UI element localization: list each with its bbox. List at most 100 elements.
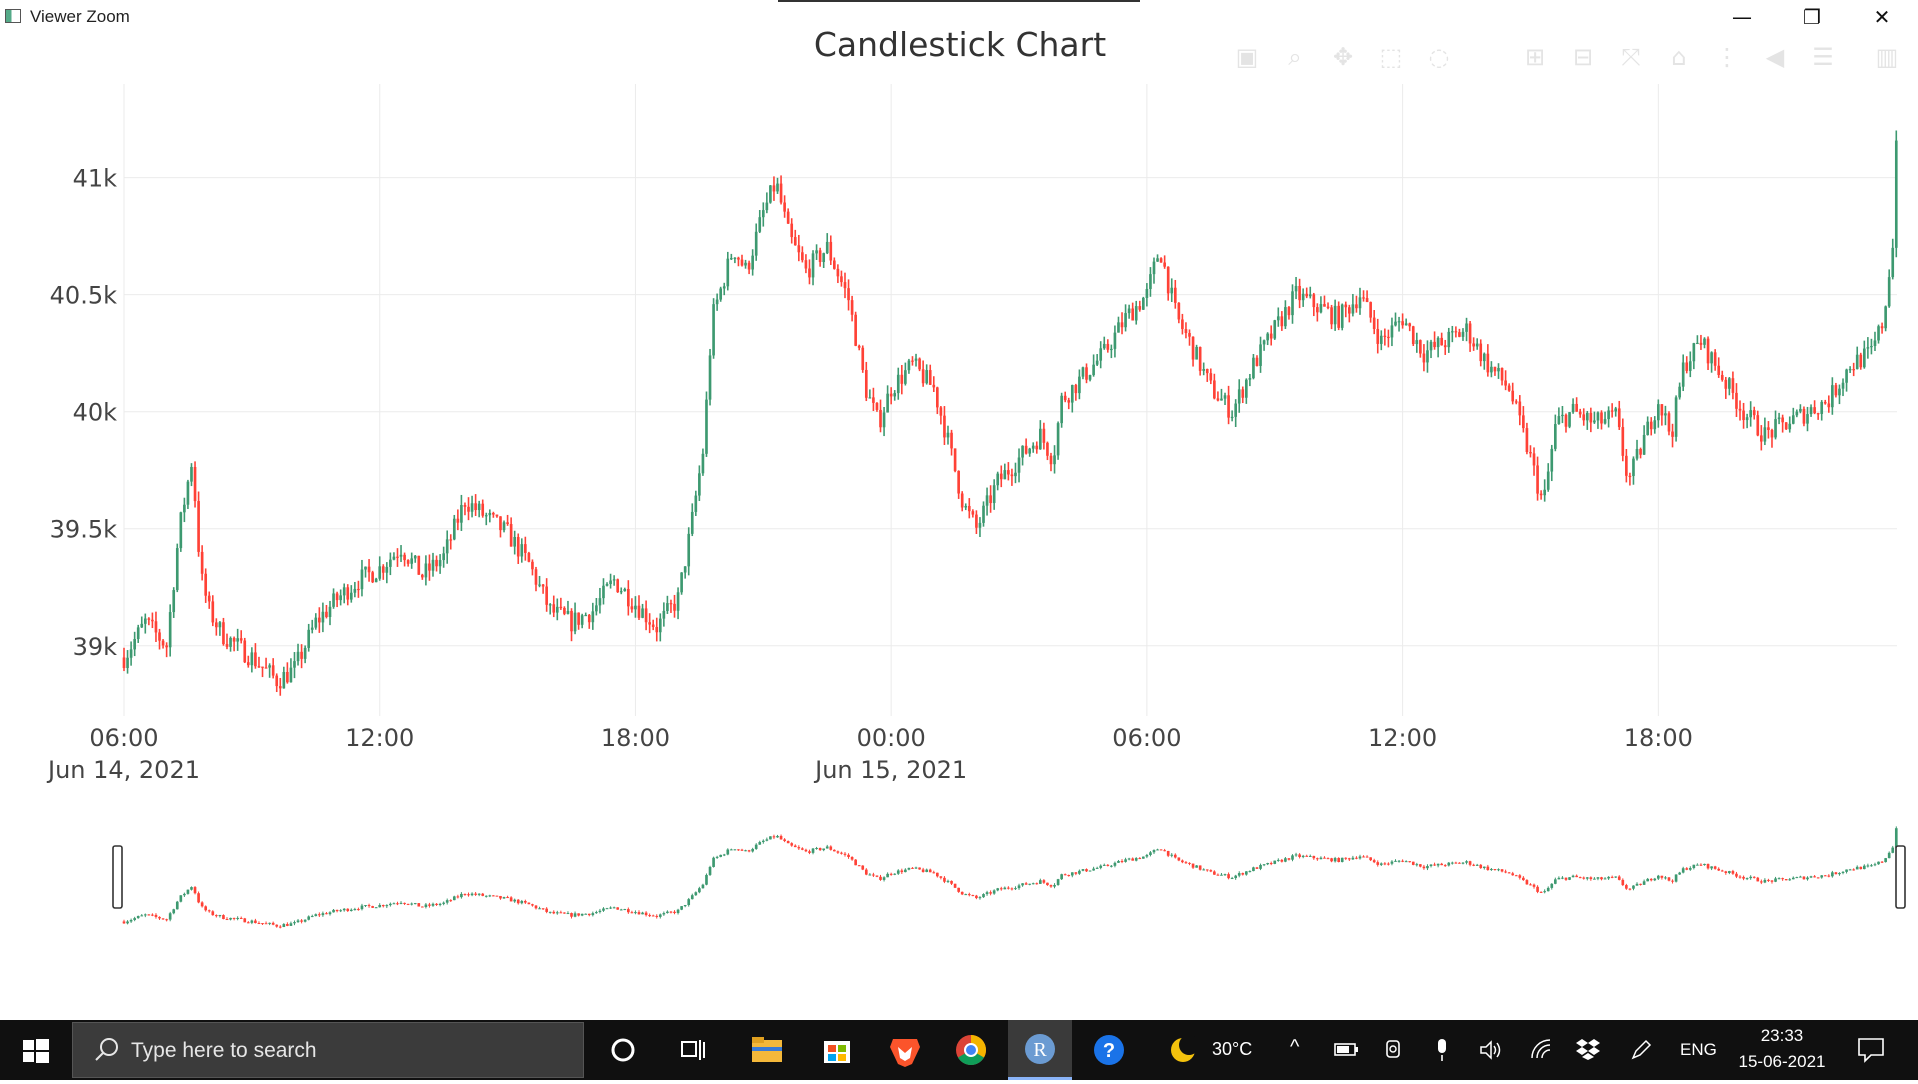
candle[interactable]	[889, 387, 893, 405]
candle[interactable]	[978, 517, 982, 538]
candle[interactable]	[1454, 326, 1458, 338]
candle[interactable]	[872, 387, 875, 411]
candle[interactable]	[964, 503, 968, 511]
candle[interactable]	[318, 607, 321, 633]
candle[interactable]	[1532, 447, 1536, 476]
candle[interactable]	[726, 251, 730, 291]
candle[interactable]	[1625, 449, 1628, 483]
candle[interactable]	[1571, 398, 1575, 414]
candle[interactable]	[158, 628, 161, 650]
candle[interactable]	[278, 677, 282, 696]
candle[interactable]	[683, 566, 687, 579]
candle[interactable]	[1010, 468, 1014, 486]
candle[interactable]	[1074, 383, 1078, 401]
candle[interactable]	[1799, 404, 1802, 414]
candle[interactable]	[1252, 353, 1255, 380]
candle[interactable]	[1891, 238, 1895, 280]
candle[interactable]	[1007, 462, 1010, 481]
candle[interactable]	[744, 259, 747, 269]
candle[interactable]	[1117, 316, 1120, 333]
candle[interactable]	[705, 391, 708, 457]
candle[interactable]	[754, 223, 758, 261]
minimize-button[interactable]: —	[1732, 5, 1752, 29]
candle[interactable]	[1688, 351, 1692, 378]
plotly-logo-icon[interactable]: ▥	[1875, 43, 1899, 71]
candle[interactable]	[1149, 267, 1152, 297]
candle[interactable]	[168, 604, 172, 657]
candle[interactable]	[960, 491, 964, 512]
candle[interactable]	[1280, 311, 1284, 331]
candle[interactable]	[399, 545, 403, 563]
candle[interactable]	[506, 514, 509, 526]
candle[interactable]	[1461, 328, 1465, 341]
candle[interactable]	[1724, 376, 1728, 399]
zoom-icon[interactable]: ⌕	[1288, 43, 1302, 71]
chrome-button[interactable]	[940, 1020, 1002, 1080]
candle[interactable]	[1500, 367, 1504, 386]
candle[interactable]	[1671, 423, 1674, 448]
candle[interactable]	[1518, 395, 1522, 426]
candle[interactable]	[911, 356, 914, 366]
wifi-icon[interactable]	[1528, 1038, 1554, 1062]
candle[interactable]	[1511, 382, 1515, 405]
candle[interactable]	[1859, 352, 1863, 370]
candle[interactable]	[133, 631, 136, 657]
candle[interactable]	[1823, 399, 1827, 405]
candle[interactable]	[1646, 416, 1650, 436]
candle[interactable]	[1134, 300, 1138, 325]
candle[interactable]	[1220, 388, 1223, 401]
candle[interactable]	[1735, 383, 1738, 417]
candle[interactable]	[1262, 339, 1266, 351]
candle[interactable]	[264, 657, 268, 669]
candle[interactable]	[1561, 406, 1564, 424]
candle[interactable]	[932, 376, 936, 392]
candle[interactable]	[1855, 346, 1859, 370]
start-button[interactable]	[0, 1020, 70, 1080]
candle[interactable]	[566, 600, 570, 615]
candle[interactable]	[246, 655, 250, 668]
candle[interactable]	[1568, 412, 1571, 429]
candle[interactable]	[1110, 344, 1113, 359]
candle[interactable]	[1809, 404, 1813, 417]
candle[interactable]	[921, 360, 925, 387]
candle[interactable]	[541, 583, 545, 594]
candle[interactable]	[896, 367, 900, 400]
candle[interactable]	[417, 555, 421, 575]
candle[interactable]	[1791, 407, 1795, 425]
range-slider-left-handle[interactable]	[112, 845, 123, 909]
candle[interactable]	[381, 564, 385, 580]
candle[interactable]	[502, 520, 506, 533]
candle[interactable]	[1330, 304, 1333, 330]
candle[interactable]	[694, 490, 698, 517]
taskbar-search-box[interactable]: Type here to search	[72, 1022, 584, 1078]
candle[interactable]	[282, 666, 286, 689]
candle[interactable]	[1713, 349, 1717, 371]
autoscale-icon[interactable]: ⤧	[1621, 43, 1641, 71]
candle[interactable]	[1205, 368, 1209, 382]
candle[interactable]	[1284, 300, 1287, 330]
candle[interactable]	[570, 608, 573, 642]
candle[interactable]	[1017, 448, 1021, 483]
candle[interactable]	[1678, 382, 1681, 400]
candle[interactable]	[1127, 304, 1131, 319]
candle[interactable]	[1699, 334, 1703, 350]
candle[interactable]	[559, 597, 563, 610]
candle[interactable]	[1152, 257, 1156, 284]
candle[interactable]	[1106, 339, 1110, 353]
candle[interactable]	[953, 448, 957, 473]
candle[interactable]	[651, 619, 655, 631]
candlestick-chart[interactable]: Candlestick Chart 39k 39.5k 40k 40.5k 41k 06…	[0, 0, 1918, 1020]
candle[interactable]	[1557, 407, 1561, 425]
candle[interactable]	[861, 345, 865, 373]
candle[interactable]	[1053, 445, 1056, 474]
candle[interactable]	[619, 587, 623, 595]
candle[interactable]	[822, 252, 826, 268]
candle[interactable]	[1887, 269, 1891, 308]
range-slider-right-handle[interactable]	[1895, 845, 1906, 909]
hover-closest-icon[interactable]: ◀	[1765, 43, 1785, 71]
candle[interactable]	[1163, 255, 1166, 269]
candle[interactable]	[1870, 338, 1873, 355]
candle[interactable]	[1120, 312, 1124, 335]
candle[interactable]	[925, 364, 929, 385]
candle[interactable]	[516, 533, 520, 565]
